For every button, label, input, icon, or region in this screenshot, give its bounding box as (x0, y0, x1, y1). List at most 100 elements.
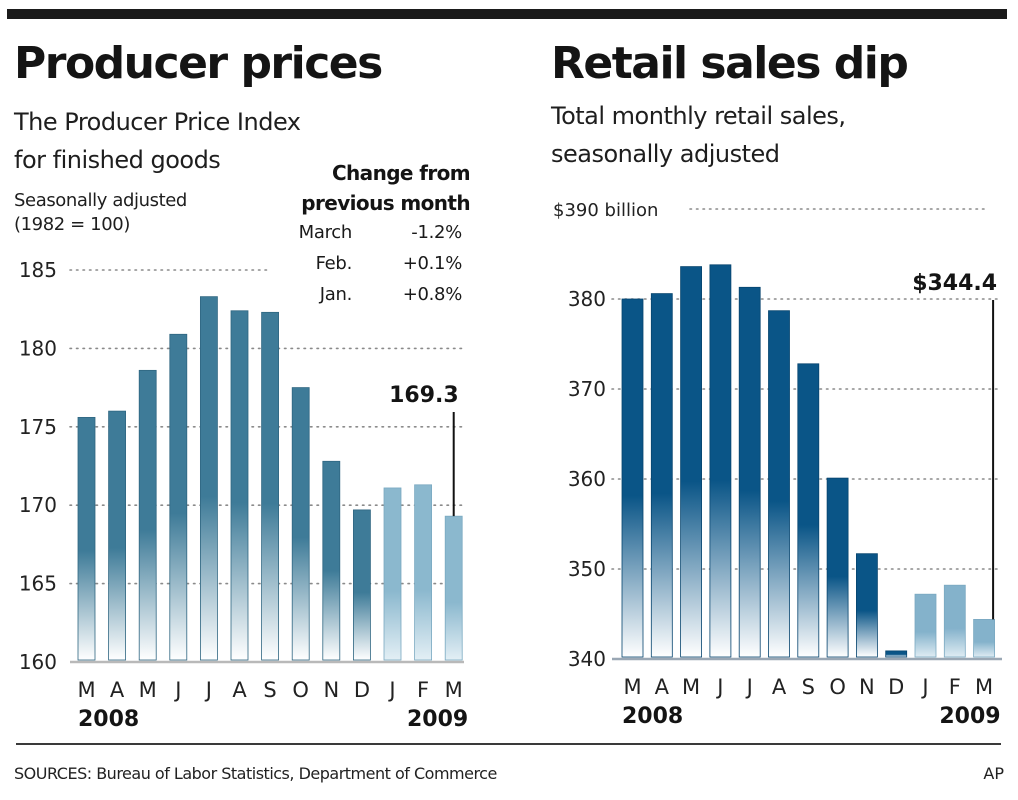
bar (650, 293, 673, 658)
bar (108, 410, 126, 661)
callout-value-label: $344.4 (912, 271, 997, 296)
bar (856, 553, 878, 658)
change-month: March (298, 222, 353, 243)
credit-label: AP (983, 764, 1004, 783)
bar (169, 333, 188, 661)
year-label-start: 2008 (78, 707, 139, 732)
x-tick-label: N (859, 675, 875, 699)
x-tick-label: F (417, 678, 429, 702)
sources-note: SOURCES: Bureau of Labor Statistics, Dep… (14, 764, 497, 783)
y-tick-label: 370 (568, 377, 606, 401)
retail-subtitle-line-1: Total monthly retail sales, (551, 102, 846, 130)
x-tick-label: J (745, 675, 753, 699)
x-tick-label: J (387, 678, 395, 702)
year-label-start: 2008 (622, 704, 683, 729)
x-tick-label: M (139, 678, 157, 702)
x-tick-label: D (354, 678, 370, 702)
x-tick-label: N (323, 678, 339, 702)
bar (709, 264, 732, 658)
bar (261, 311, 280, 661)
top-rule (7, 9, 1007, 19)
x-tick-label: O (292, 678, 309, 702)
ppi-subtitle-line-1: The Producer Price Index (14, 108, 301, 136)
change-table-title-line-1: Change from (331, 161, 471, 185)
callout-value-label: 169.3 (389, 383, 459, 408)
bar (768, 310, 790, 658)
x-tick-label: M (445, 678, 463, 702)
year-label-end: 2009 (939, 704, 1000, 729)
footer-rule (16, 743, 1001, 745)
x-tick-label: A (110, 678, 125, 702)
bar (797, 363, 820, 658)
change-row-feb: Feb. +0.1% (262, 249, 472, 279)
bar (383, 487, 402, 661)
bar (973, 619, 995, 658)
change-table-title-line-2: previous month (301, 191, 470, 215)
y-tick-label: 185 (19, 258, 57, 282)
change-row-jan: Jan. +0.8% (262, 280, 472, 310)
ppi-subtitle: The Producer Price Index for finished go… (14, 103, 301, 179)
ppi-note-line-2: (1982 = 100) (14, 214, 130, 235)
ppi-note: Seasonally adjusted (1982 = 100) (14, 189, 187, 237)
bar (621, 298, 644, 658)
bar (885, 650, 908, 658)
y-tick-label: 160 (19, 650, 57, 674)
change-row-march: March -1.2% (262, 218, 472, 248)
x-tick-label: J (715, 675, 723, 699)
ppi-subtitle-line-2: for finished goods (14, 146, 221, 174)
retail-subtitle: Total monthly retail sales, seasonally a… (551, 97, 846, 173)
x-tick-label: J (204, 678, 212, 702)
bar (680, 266, 702, 658)
x-tick-label: F (949, 675, 961, 699)
x-tick-label: M (623, 675, 641, 699)
x-tick-label: A (232, 678, 247, 702)
retail-title: Retail sales dip (551, 38, 909, 89)
bar (943, 584, 966, 658)
y-tick-label: 360 (568, 467, 606, 491)
ppi-note-line-1: Seasonally adjusted (14, 190, 187, 211)
bar (322, 460, 341, 661)
bar (138, 369, 157, 661)
bar (230, 310, 249, 661)
retail-subtitle-line-2: seasonally adjusted (551, 140, 780, 168)
x-tick-label: S (263, 678, 276, 702)
y-tick-label: 165 (19, 572, 57, 596)
y-tick-label: $390 billion (553, 200, 658, 221)
x-tick-label: J (920, 675, 928, 699)
year-label-end: 2009 (407, 707, 468, 732)
x-tick-label: M (975, 675, 993, 699)
bar (826, 477, 849, 658)
bar (738, 286, 761, 658)
bar (199, 296, 218, 661)
change-value: +0.1% (402, 253, 463, 274)
bar (291, 387, 310, 661)
change-month: Feb. (315, 253, 353, 274)
bar (914, 593, 937, 658)
change-month: Jan. (319, 284, 353, 305)
bar (414, 484, 433, 661)
x-tick-label: M (682, 675, 700, 699)
change-value: +0.8% (402, 284, 463, 305)
y-tick-label: 380 (568, 287, 606, 311)
y-tick-label: 350 (568, 557, 606, 581)
x-tick-label: D (888, 675, 904, 699)
change-value: -1.2% (411, 222, 462, 243)
bar (77, 416, 96, 661)
bar (352, 509, 371, 661)
x-tick-label: A (772, 675, 787, 699)
x-tick-label: M (77, 678, 95, 702)
y-tick-label: 180 (19, 336, 57, 360)
y-tick-label: 175 (19, 415, 57, 439)
x-tick-label: S (802, 675, 815, 699)
y-tick-label: 170 (19, 493, 57, 517)
bar (444, 515, 463, 661)
x-tick-label: J (173, 678, 181, 702)
y-tick-label: 340 (568, 647, 606, 671)
x-tick-label: A (655, 675, 670, 699)
change-table-title: Change from previous month (301, 158, 470, 218)
x-tick-label: O (829, 675, 846, 699)
ppi-title: Producer prices (14, 38, 383, 89)
